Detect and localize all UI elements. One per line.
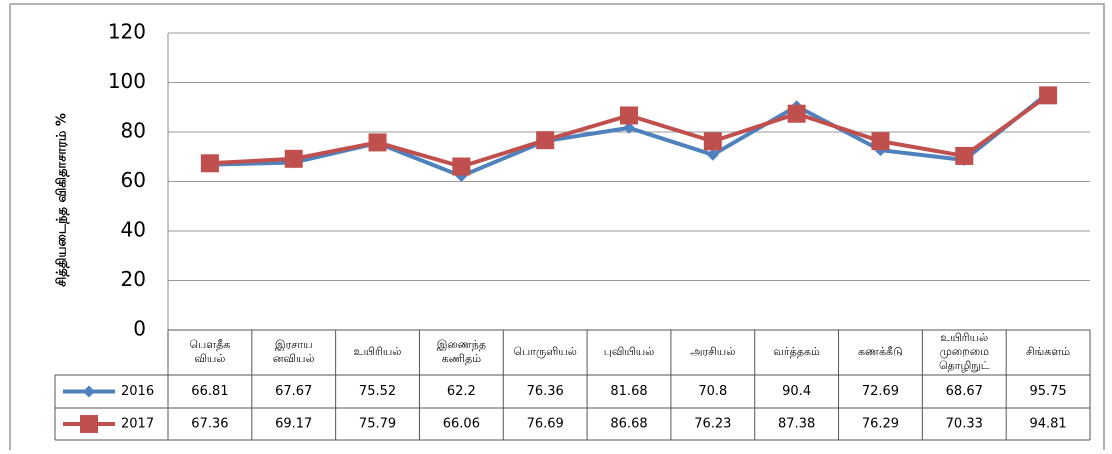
data-label: 94.81 <box>1029 417 1066 432</box>
marker <box>1039 86 1058 105</box>
marker <box>955 146 974 165</box>
x-tick-label: முறைமை <box>940 345 990 358</box>
y-tick-label: 80 <box>121 119 146 143</box>
marker <box>452 157 471 176</box>
data-label: 90.4 <box>782 384 811 399</box>
x-tick-label: பொருளியல் <box>513 345 576 358</box>
data-label: 66.06 <box>443 417 480 432</box>
marker <box>536 131 555 150</box>
marker <box>284 149 303 168</box>
y-tick-label: 100 <box>108 69 146 93</box>
data-label: 70.33 <box>946 417 983 432</box>
data-label: 87.38 <box>778 417 815 432</box>
data-label: 76.69 <box>527 417 564 432</box>
x-tick-label: அரசியல் <box>690 345 735 358</box>
data-label: 81.68 <box>610 384 647 399</box>
x-tick-label: கணிதம் <box>442 352 482 365</box>
data-label: 67.36 <box>191 417 228 432</box>
x-tick-label: தொழிநுட் <box>939 359 990 372</box>
x-tick-label: சிங்களம் <box>1026 345 1070 358</box>
data-label: 70.8 <box>698 384 727 399</box>
data-label: 95.75 <box>1029 384 1066 399</box>
x-tick-label: வர்த்தகம் <box>773 345 820 358</box>
y-tick-label: 40 <box>121 218 146 242</box>
x-tick-label: இரசாய <box>275 338 313 351</box>
marker <box>787 104 806 123</box>
marker <box>80 415 98 433</box>
data-label: 66.81 <box>191 384 228 399</box>
legend-label: 2017 <box>121 417 154 432</box>
x-tick-label: னவியல் <box>273 352 315 365</box>
y-tick-label: 60 <box>121 168 146 192</box>
x-tick-label: கணக்கீடு <box>858 345 903 358</box>
x-tick-label: பௌதீக <box>189 338 230 351</box>
y-tick-label: 20 <box>121 267 146 291</box>
data-label: 69.17 <box>275 417 312 432</box>
y-tick-label: 120 <box>108 20 146 44</box>
data-label: 76.23 <box>694 417 731 432</box>
marker <box>703 132 722 151</box>
x-tick-label: புவியியல் <box>604 345 655 358</box>
marker <box>200 154 219 173</box>
data-label: 68.67 <box>946 384 983 399</box>
marker <box>368 133 387 152</box>
data-label: 75.79 <box>359 417 396 432</box>
data-label: 75.52 <box>359 384 396 399</box>
data-label: 62.2 <box>447 384 476 399</box>
data-label: 76.29 <box>862 417 899 432</box>
x-tick-label: உயிரியல் <box>354 345 402 358</box>
data-label: 86.68 <box>610 417 647 432</box>
x-tick-label: வியல் <box>194 352 225 365</box>
legend-label: 2016 <box>121 384 154 399</box>
x-tick-label: இணைந்த <box>437 338 486 351</box>
marker <box>871 132 890 151</box>
data-label: 67.67 <box>275 384 312 399</box>
marker <box>620 106 638 125</box>
line <box>209 91 1050 179</box>
data-label: 76.36 <box>527 384 564 399</box>
marker <box>83 385 95 398</box>
marker <box>623 121 635 134</box>
y-axis-label: சித்தியடைந்த விகிதாசாரம் % <box>55 113 70 287</box>
chart-border <box>9 3 1105 454</box>
marker <box>706 148 719 161</box>
x-tick-label: உயிரியல் <box>940 331 988 344</box>
y-tick-label: 0 <box>133 317 146 341</box>
data-label: 72.69 <box>862 384 899 399</box>
